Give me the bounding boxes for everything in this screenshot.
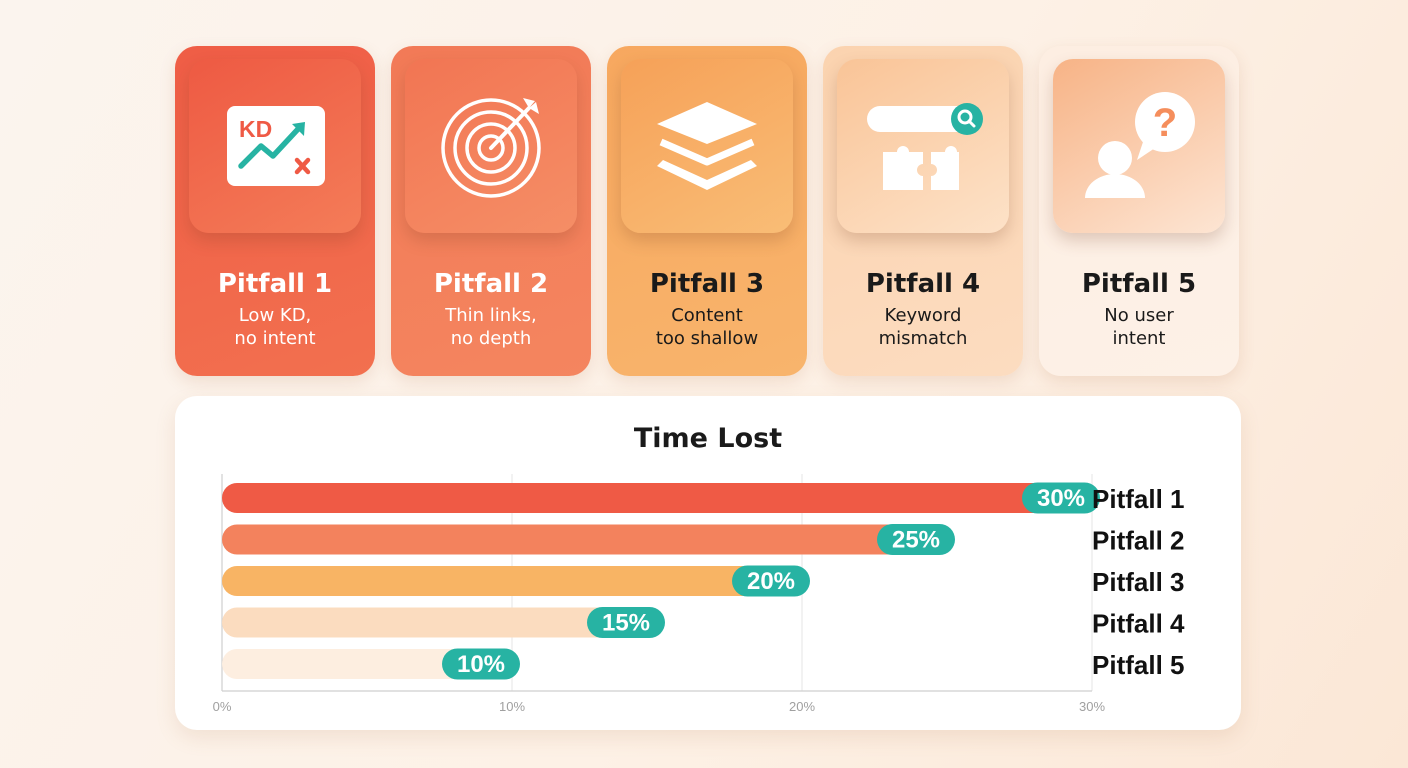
target-icon [441,98,541,198]
card-subtitle: No user intent [1104,305,1174,349]
card-title: Pitfall 4 [865,269,981,299]
card-subtitle: Content too shallow [655,305,759,349]
svg-text:?: ? [1153,101,1177,145]
x-tick-label: 0% [213,699,232,714]
data-label: 15% [602,610,650,637]
search-puzzle-icon [867,103,983,190]
icon-tile [621,59,793,233]
card-subtitle: Low KD, no intent [234,305,316,349]
chart-panel: Time Lost 0% 10% 20% 30% 30% Pitfall 1 25% Pitf… [175,396,1241,730]
category-label: Pitfall 3 [1092,567,1184,597]
kd-chart-icon: KD [227,106,325,186]
data-label: 20% [747,568,795,595]
pitfall-card-2: Pitfall 2 Thin links, no depth [391,46,591,376]
category-label: Pitfall 1 [1092,484,1184,514]
x-tick-label: 10% [499,699,525,714]
bar [222,524,947,555]
data-label: 25% [892,527,940,554]
user-question-icon: ? [1085,92,1195,198]
x-tick-label: 30% [1079,699,1105,714]
card-title: Pitfall 2 [433,269,549,299]
chart-title: Time Lost [633,423,783,454]
bar [222,649,512,679]
data-label: 30% [1037,485,1085,512]
bar [222,607,657,638]
pitfall-card-1: KD Pitfall 1 Low KD, no intent [175,46,375,376]
card-subtitle: Keyword mismatch [878,305,968,349]
pitfall-card-3: Pitfall 3 Content too shallow [607,46,807,376]
x-tick-label: 20% [789,699,815,714]
layers-icon [657,102,757,190]
card-subtitle: Thin links, no depth [445,305,537,349]
value-badge [442,648,520,680]
pitfall-card-4: Pitfall 4 Keyword mismatch [823,46,1023,376]
icon-tile: ? [1053,59,1225,233]
svg-text:KD: KD [239,116,272,142]
category-label: Pitfall 4 [1092,609,1185,639]
icon-tile: KD [189,59,361,233]
value-badge [587,607,665,638]
pitfall-card-5: ? Pitfall 5 No user intent [1039,46,1239,376]
card-title: Pitfall 1 [217,269,333,299]
card-title: Pitfall 5 [1081,269,1197,299]
bar [222,483,1092,513]
card-title: Pitfall 3 [649,269,765,299]
time-lost-bar-chart: 0% 10% 20% 30% 30% Pitfall 1 25% Pitfall 2 20% Pi… [213,474,1185,714]
value-badge [1022,482,1100,514]
bar [222,566,802,596]
category-label: Pitfall 5 [1092,650,1184,680]
icon-tile [837,59,1009,233]
icon-tile [405,59,577,233]
category-label: Pitfall 2 [1092,526,1184,556]
data-label: 10% [457,651,505,678]
value-badge [877,524,955,555]
value-badge [732,565,810,597]
